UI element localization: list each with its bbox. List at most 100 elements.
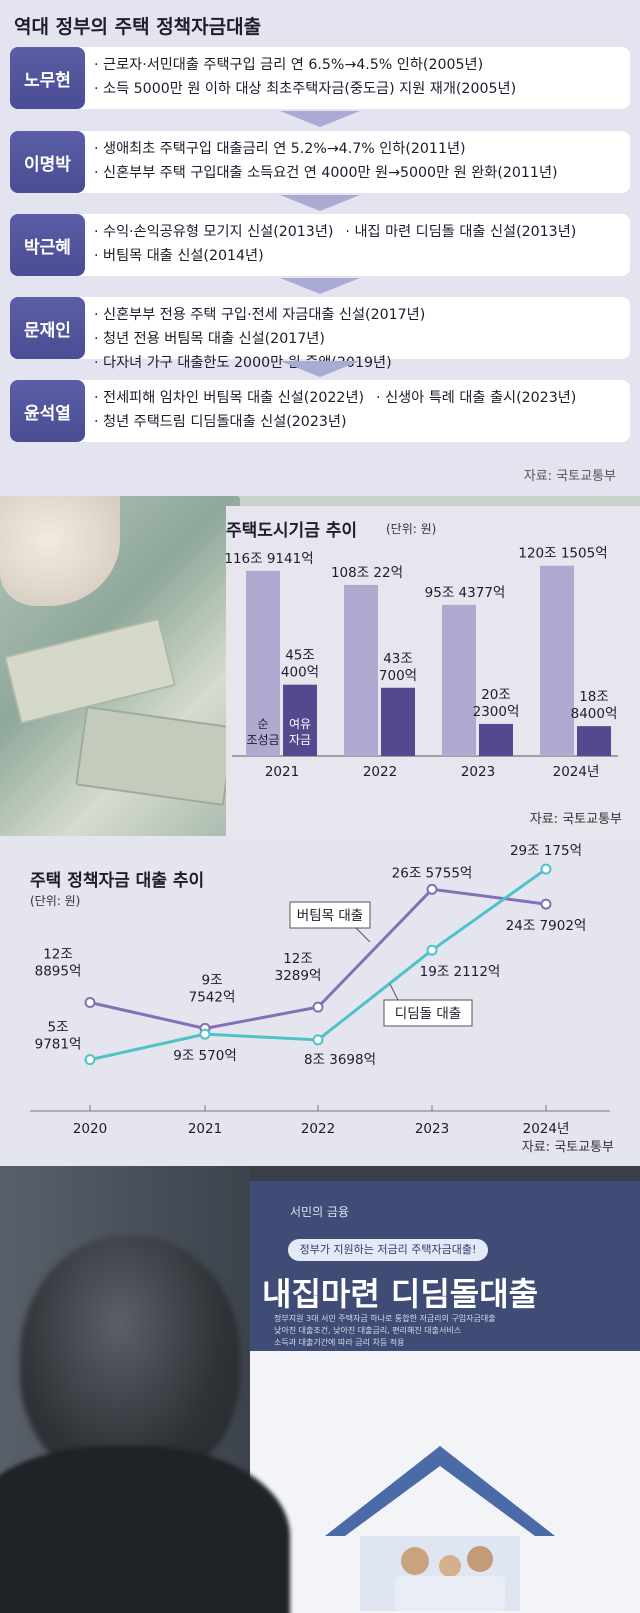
policy-item: 소득 5000만 원 이하 대상 최초주택자금(중도금) 지원 재개(2005년… [94,77,516,101]
administration-badge: 윤석열 [10,380,85,442]
data-label: 29조 175억 [510,843,582,859]
data-label: 24조 7902억 [506,918,587,934]
policy-item: 근로자·서민대출 주택구입 금리 연 6.5%→4.5% 인하(2005년) [94,53,483,77]
bar [442,604,476,756]
loan-trend-section: 주택 정책자금 대출 추이 (단위: 원) 2020 2021 2022 2023 20… [0,836,640,1166]
data-point [426,944,438,956]
administration-badge: 문재인 [10,297,85,359]
policy-items: 수익·손익공유형 모기지 신설(2013년) 내집 마련 디딤돌 대출 신설(20… [94,220,624,268]
timeline-row: 이명박생애최초 주택구입 대출금리 연 5.2%→4.7% 인하(2011년)신… [10,131,630,193]
data-label: 19조 2112억 [420,964,501,980]
policy-items: 생애최초 주택구입 대출금리 연 5.2%→4.7% 인하(2011년)신혼부부… [94,137,624,185]
poster-tagline: 정부가 지원하는 저금리 주택자금대출! [288,1239,488,1261]
didimdol-poster: 서민의 금융 정부가 지원하는 저금리 주택자금대출! 내집마련 디딤돌대출 정… [250,1181,640,1613]
person-head [20,1236,240,1486]
bar [381,687,415,756]
data-point [540,898,552,910]
data-point [312,1034,324,1046]
policy-items: 신혼부부 전용 주택 구입·전세 자금대출 신설(2017년)청년 전용 버팀목… [94,303,624,375]
policy-item: 청년 주택드림 디딤돌대출 신설(2023년) [94,410,346,434]
data-label: 43조 700억 [379,651,417,684]
series-callout [289,901,371,929]
x-tick-label: 2023 [461,764,495,780]
family-figure [395,1576,505,1611]
line-chart-title: 주택 정책자금 대출 추이 [30,871,205,891]
poster-brand: 서민의 금융 [290,1205,350,1219]
poster-header [250,1181,640,1351]
data-label: 8조 3698억 [304,1052,376,1068]
data-label: 95조 4377억 [425,585,506,601]
house-illustration [325,1446,555,1611]
administration-badge: 박근혜 [10,214,85,276]
data-label: 45조 400억 [281,648,319,681]
x-tick-label: 2020 [73,1121,107,1137]
policy-items: 근로자·서민대출 주택구입 금리 연 6.5%→4.5% 인하(2005년)소득… [94,53,624,101]
timeline-row: 윤석열 전세피해 임차인 버팀목 대출 신설(2022년) 신생아 특례 대출 출시… [10,380,630,442]
legend-label: 순 조성금 [246,717,279,747]
data-label: 20조 2300억 [473,687,520,720]
line-chart: 2020 2021 2022 2023 2024년 12조 8895억 9조 7542억 12조 3… [30,843,610,1137]
data-label: 9조 570억 [173,1048,237,1064]
policy-item: 신생아 특례 대출 출시(2023년) [376,386,576,410]
poster-headline: 내집마련 디딤돌대출 [262,1275,539,1313]
policy-item: 수익·손익공유형 모기지 신설(2013년) [94,220,333,244]
series-callout [383,999,473,1027]
bar-chart-source: 자료: 국토교통부 [529,812,622,827]
data-label: 120조 1505억 [518,546,607,562]
fund-trend-section: 주택도시기금 추이 (단위: 원) 116조 9141억 45조 400억 2021 1… [0,496,640,836]
timeline-row: 노무현근로자·서민대출 주택구입 금리 연 6.5%→4.5% 인하(2005년… [10,47,630,109]
x-tick-label: 2024년 [523,1121,570,1137]
bar-chart: 116조 9141억 45조 400억 2021 108조 22억 43조 700억 2022… [224,546,618,780]
legend-label: 여유 자금 [289,717,311,747]
bar [577,726,611,756]
poster-bullets: 정부지원 3대 서민 주택자금 하나로 통합한 저금리의 구입자금대출 낮아진 … [274,1313,496,1349]
data-label: 18조 8400억 [571,689,618,722]
x-tick-label: 2023 [415,1121,449,1137]
series-name: 디딤돌 대출 [395,1006,461,1022]
policy-item: 생애최초 주택구입 대출금리 연 5.2%→4.7% 인하(2011년) [94,137,466,161]
poster-bullet: 정부지원 3대 서민 주택자금 하나로 통합한 저금리의 구입자금대출 [274,1314,496,1323]
policy-item: 내집 마련 디딤돌 대출 신설(2013년) [345,220,576,244]
family-figure [467,1546,493,1572]
timeline-arrow [280,195,360,211]
data-point [540,863,552,875]
line-chart-unit: (단위: 원) [30,894,81,908]
callout-pointer [355,927,371,943]
administration-badge: 노무현 [10,47,85,109]
x-tick-label: 2022 [363,764,397,780]
policy-item: 버팀목 대출 신설(2014년) [94,244,264,268]
data-label: 26조 5755억 [392,865,473,881]
bar [246,570,280,756]
policy-item: 청년 전용 버팀목 대출 신설(2017년) [94,327,325,351]
x-tick-label: 2024년 [553,764,600,780]
data-label: 12조 8895억 [35,946,82,979]
data-point [199,1028,211,1040]
line-chart-source: 자료: 국토교통부 [521,1140,614,1155]
poster-bullet: 소득과 대출기간에 따라 금리 차등 적용 [274,1338,405,1347]
policy-items: 전세피해 임차인 버팀목 대출 신설(2022년) 신생아 특례 대출 출시(20… [94,386,624,434]
timeline-arrow [280,111,360,127]
bar [540,565,574,756]
administration-badge: 이명박 [10,131,85,193]
bar-chart-unit: (단위: 원) [386,522,437,536]
data-label: 12조 3289억 [275,951,322,984]
bar [283,684,317,756]
data-point [84,1054,96,1066]
data-point [312,1001,324,1013]
x-tick-label: 2021 [265,764,299,780]
policy-item: 신혼부부 전용 주택 구입·전세 자금대출 신설(2017년) [94,303,425,327]
timeline-row: 문재인 신혼부부 전용 주택 구입·전세 자금대출 신설(2017년)청년 전용 … [10,297,630,371]
family-figure [401,1547,429,1575]
data-point [84,996,96,1008]
person-body [0,1446,290,1613]
data-label: 9조 7542억 [189,972,236,1005]
data-point [426,883,438,895]
data-label: 116조 9141억 [224,551,313,567]
bar-chart-title: 주택도시기금 추이 [226,521,358,541]
bar [479,723,513,756]
policy-timeline: 역대 정부의 주택 정책자금대출 노무현근로자·서민대출 주택구입 금리 연 6… [0,0,640,496]
timeline-title: 역대 정부의 주택 정책자금대출 [14,16,262,38]
policy-item: 전세피해 임차인 버팀목 대출 신설(2022년) [94,386,364,410]
series-name: 버팀목 대출 [297,908,363,924]
x-tick-label: 2022 [301,1121,335,1137]
